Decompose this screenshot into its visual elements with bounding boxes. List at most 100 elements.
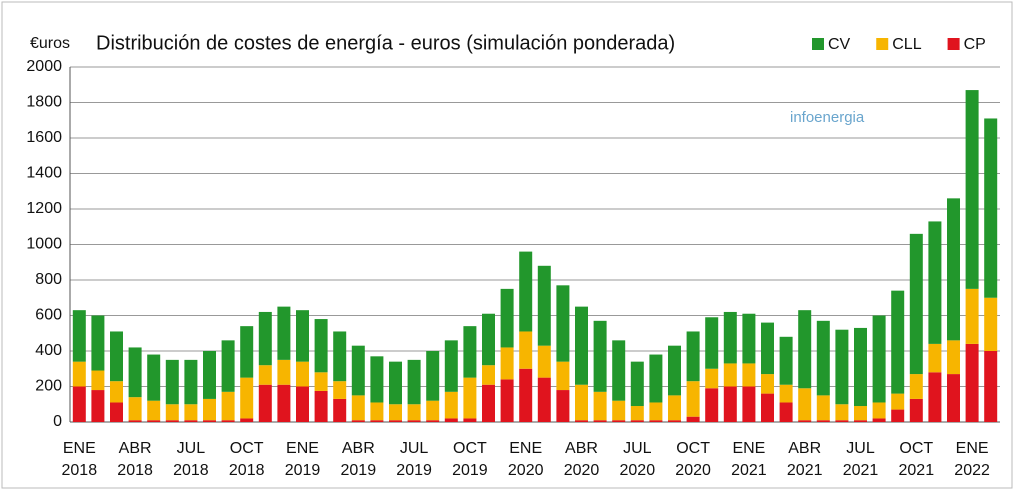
bar-segment — [537, 265, 551, 346]
x-tick-label: ENE 2018 — [62, 440, 98, 479]
bar-segment — [779, 384, 793, 403]
bar-segment — [593, 391, 607, 421]
bar-segment — [240, 326, 254, 378]
bar-segment — [407, 420, 421, 422]
bar-segment — [835, 404, 849, 421]
bar-segment — [761, 374, 774, 394]
bar-segment — [519, 368, 533, 422]
bar-segment — [630, 361, 644, 407]
x-tick-label: JUL 2018 — [173, 440, 209, 479]
legend-label: CV — [828, 36, 851, 53]
bar-segment — [258, 384, 272, 422]
bar-segment — [110, 331, 123, 382]
bar-segment — [649, 354, 663, 403]
bar-segment — [258, 365, 272, 385]
bar-segment — [854, 420, 867, 422]
bar-segment — [184, 420, 198, 422]
bar-segment — [203, 398, 216, 421]
bar-segment — [630, 420, 644, 422]
y-tick-label: 1600 — [26, 129, 62, 146]
bar-segment — [91, 390, 105, 422]
bar-segment — [72, 386, 86, 422]
y-tick-label: 800 — [35, 271, 62, 288]
bar-segment — [649, 420, 663, 422]
bar-segment — [928, 372, 942, 422]
bar-segment — [723, 386, 737, 422]
bar-segment — [444, 340, 458, 392]
bar-segment — [872, 315, 886, 403]
x-tick-label: ENE 2020 — [508, 440, 544, 479]
y-tick-label: 200 — [35, 378, 62, 395]
bar-segment — [389, 404, 402, 421]
bar-segment — [407, 359, 421, 405]
bar-segment — [835, 420, 849, 422]
bar-segment — [296, 361, 309, 387]
bar-segment — [351, 420, 365, 422]
bar-segment — [909, 233, 923, 375]
bar-segment — [779, 336, 793, 385]
bar-segment — [240, 377, 254, 419]
bar-segment — [668, 395, 681, 421]
x-tick-label: JUL 2020 — [620, 440, 656, 479]
bar-segment — [500, 288, 514, 348]
bar-segment — [909, 398, 923, 422]
bar-segment — [296, 386, 309, 422]
bar-segment — [258, 311, 272, 366]
bar-segment — [370, 402, 384, 421]
bar-segment — [909, 374, 923, 399]
bar-segment — [872, 402, 886, 419]
bar-segment — [761, 393, 774, 422]
bar-segment — [630, 406, 644, 421]
bar-segment — [314, 372, 328, 391]
x-tick-label: ENE 2019 — [285, 440, 321, 479]
bar-segment — [203, 351, 216, 399]
bar-segment — [444, 391, 458, 419]
bar-segment — [537, 345, 551, 378]
y-tick-label: 1000 — [26, 236, 62, 253]
bar-segment — [500, 379, 514, 422]
y-tick-label: 2000 — [26, 58, 62, 75]
x-tick-label: ABR 2021 — [787, 440, 823, 479]
bar-segment — [128, 420, 142, 422]
y-axis-label: €uros — [30, 35, 70, 52]
bar-segment — [575, 420, 588, 422]
legend-label: CP — [964, 36, 986, 53]
x-tick-label: OCT 2021 — [899, 440, 935, 479]
bar-segment — [147, 420, 161, 422]
bar-segment — [556, 285, 570, 362]
bar-segment — [872, 418, 886, 422]
bar-segment — [891, 290, 905, 394]
x-tick-label: OCT 2020 — [675, 440, 711, 479]
bar-segment — [891, 409, 905, 422]
legend-label: CLL — [892, 36, 921, 53]
bar-segment — [91, 315, 105, 371]
bar-segment — [947, 374, 960, 422]
bar-segment — [389, 361, 402, 405]
bar-segment — [128, 347, 142, 398]
bar-segment — [798, 420, 812, 422]
bar-segment — [575, 306, 588, 385]
bar-segment — [165, 359, 179, 405]
bar-segment — [742, 386, 756, 422]
bar-segment — [277, 306, 291, 360]
bar-segment — [482, 365, 495, 385]
bar-segment — [705, 368, 719, 389]
legend-swatch — [947, 38, 960, 50]
bar-segment — [333, 381, 347, 399]
bar-segment — [203, 420, 216, 422]
bar-segment — [147, 354, 161, 401]
bar-segment — [835, 329, 849, 405]
bar-segment — [314, 319, 328, 373]
bar-segment — [72, 310, 86, 362]
bar-segment — [277, 359, 291, 385]
bar-segment — [351, 395, 365, 421]
bar-segment — [221, 340, 235, 392]
bar-segment — [612, 340, 626, 401]
bar-segment — [165, 404, 179, 421]
bar-segment — [500, 347, 514, 380]
bar-segment — [519, 331, 533, 369]
bar-segment — [221, 420, 235, 422]
y-tick-label: 1400 — [26, 165, 62, 182]
bar-segment — [668, 420, 681, 422]
